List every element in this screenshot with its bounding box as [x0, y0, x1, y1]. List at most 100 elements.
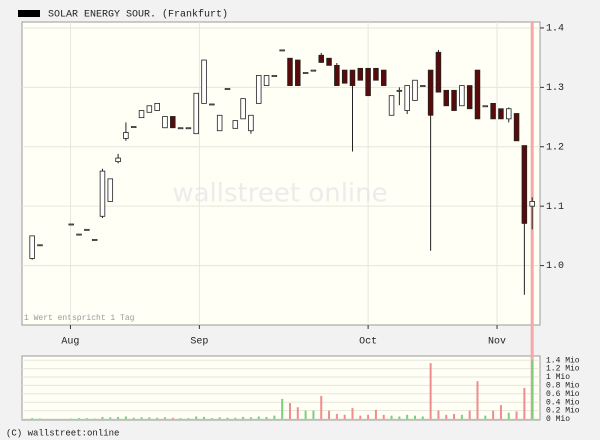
y-tick-label: 0.6 Mio	[546, 390, 580, 399]
volume-bar	[117, 416, 120, 419]
volume-bar	[312, 410, 315, 419]
candle-body	[216, 114, 223, 132]
candle-body	[91, 239, 98, 241]
volume-bar	[148, 417, 151, 419]
y-tick-label: 1 Mio	[546, 373, 570, 382]
volume-bar	[296, 407, 299, 419]
candle-body	[443, 89, 449, 107]
x-tick-label: Oct	[359, 337, 377, 348]
volume-bar	[351, 408, 354, 419]
volume-bar	[523, 387, 526, 419]
y-tick-label: 1.2 Mio	[546, 365, 580, 374]
candle-body	[404, 85, 410, 111]
candle-body	[373, 67, 379, 81]
price-plot	[21, 21, 541, 326]
y-tick-label: 0.2 Mio	[546, 407, 580, 416]
volume-bar	[499, 405, 502, 419]
candle-body	[37, 244, 43, 247]
candle-body	[310, 69, 317, 72]
candle-body	[420, 85, 426, 87]
candle-body	[529, 201, 535, 207]
footer: (C) wallstreet:online	[6, 428, 119, 438]
volume-bar	[413, 415, 416, 419]
volume-bar	[218, 417, 221, 419]
volume-bar	[343, 414, 346, 419]
candle-body	[451, 89, 457, 111]
volume-bar	[406, 414, 409, 419]
x-tick-label: Sep	[190, 337, 208, 348]
volume-bar	[359, 415, 362, 419]
volume-plot	[21, 355, 541, 421]
watermark: wallstreet online	[172, 179, 387, 209]
candle-body	[255, 75, 262, 104]
y-tick-label: 1.0	[546, 261, 564, 272]
candle-body	[68, 223, 74, 226]
volume-bar	[398, 416, 401, 419]
candle-body	[185, 127, 192, 130]
candle-body	[76, 233, 82, 236]
candle-body	[130, 126, 137, 128]
candle-body	[365, 67, 371, 97]
volume-bar	[421, 416, 424, 419]
x-tick-label: Nov	[488, 337, 506, 348]
volume-bar	[210, 418, 213, 419]
y-tick-label: 1.3	[546, 83, 564, 94]
candle-body	[224, 88, 231, 90]
candle-body	[279, 49, 285, 52]
candle-body	[466, 85, 473, 110]
candle-body	[506, 108, 512, 120]
volume-bar	[195, 416, 198, 419]
volume-bar	[85, 418, 88, 419]
y-tick-label: 1.1	[546, 202, 564, 213]
candle-body	[263, 75, 270, 86]
x-tick-label: Aug	[61, 337, 79, 348]
candle-body	[474, 69, 481, 120]
volume-bar	[476, 381, 479, 419]
candle-body	[146, 105, 153, 113]
y-tick-label: 0.4 Mio	[546, 398, 580, 407]
volume-bar	[374, 409, 377, 419]
candle-body	[334, 64, 340, 86]
candle-body	[232, 120, 239, 129]
volume-bar	[429, 363, 432, 419]
candle-body	[302, 72, 309, 74]
note: 1 Wert entspricht 1 Tag	[24, 314, 135, 323]
candle-body	[99, 170, 106, 217]
candle-body	[490, 102, 496, 120]
volume-bar	[335, 413, 338, 419]
candle-body	[341, 69, 348, 84]
legend-label: SOLAR ENERGY SOUR. (Frankfurt)	[48, 9, 228, 21]
volume-bar	[507, 412, 510, 419]
volume-bar	[171, 417, 174, 419]
candle-body	[177, 127, 184, 130]
candle-body	[396, 89, 403, 92]
candle-body	[248, 114, 254, 132]
volume-bar	[437, 410, 440, 419]
candle-body	[115, 157, 121, 163]
y-tick-label: 1.4	[546, 24, 564, 35]
candle-body	[380, 69, 387, 86]
volume-bar	[187, 418, 190, 419]
volume-bar	[382, 414, 385, 419]
volume-bar	[445, 414, 448, 419]
candle-body	[271, 75, 278, 77]
volume-bar	[367, 414, 370, 419]
candle-body	[482, 105, 489, 108]
candle-body	[521, 145, 528, 224]
volume-bar	[163, 417, 166, 419]
volume-bar	[390, 415, 393, 419]
volume-bar	[78, 418, 81, 419]
volume-bar	[257, 416, 260, 419]
volume-bar	[265, 416, 268, 419]
candle-body	[287, 57, 293, 86]
candle-body	[326, 57, 332, 66]
candle-body	[193, 92, 199, 135]
volume-bar	[109, 417, 112, 419]
y-tick-label: 0.8 Mio	[546, 382, 580, 391]
volume-bar	[484, 415, 487, 419]
volume-bar	[132, 417, 135, 419]
volume-bar	[468, 410, 471, 419]
volume-bar	[242, 416, 245, 419]
candle-body	[123, 132, 129, 139]
